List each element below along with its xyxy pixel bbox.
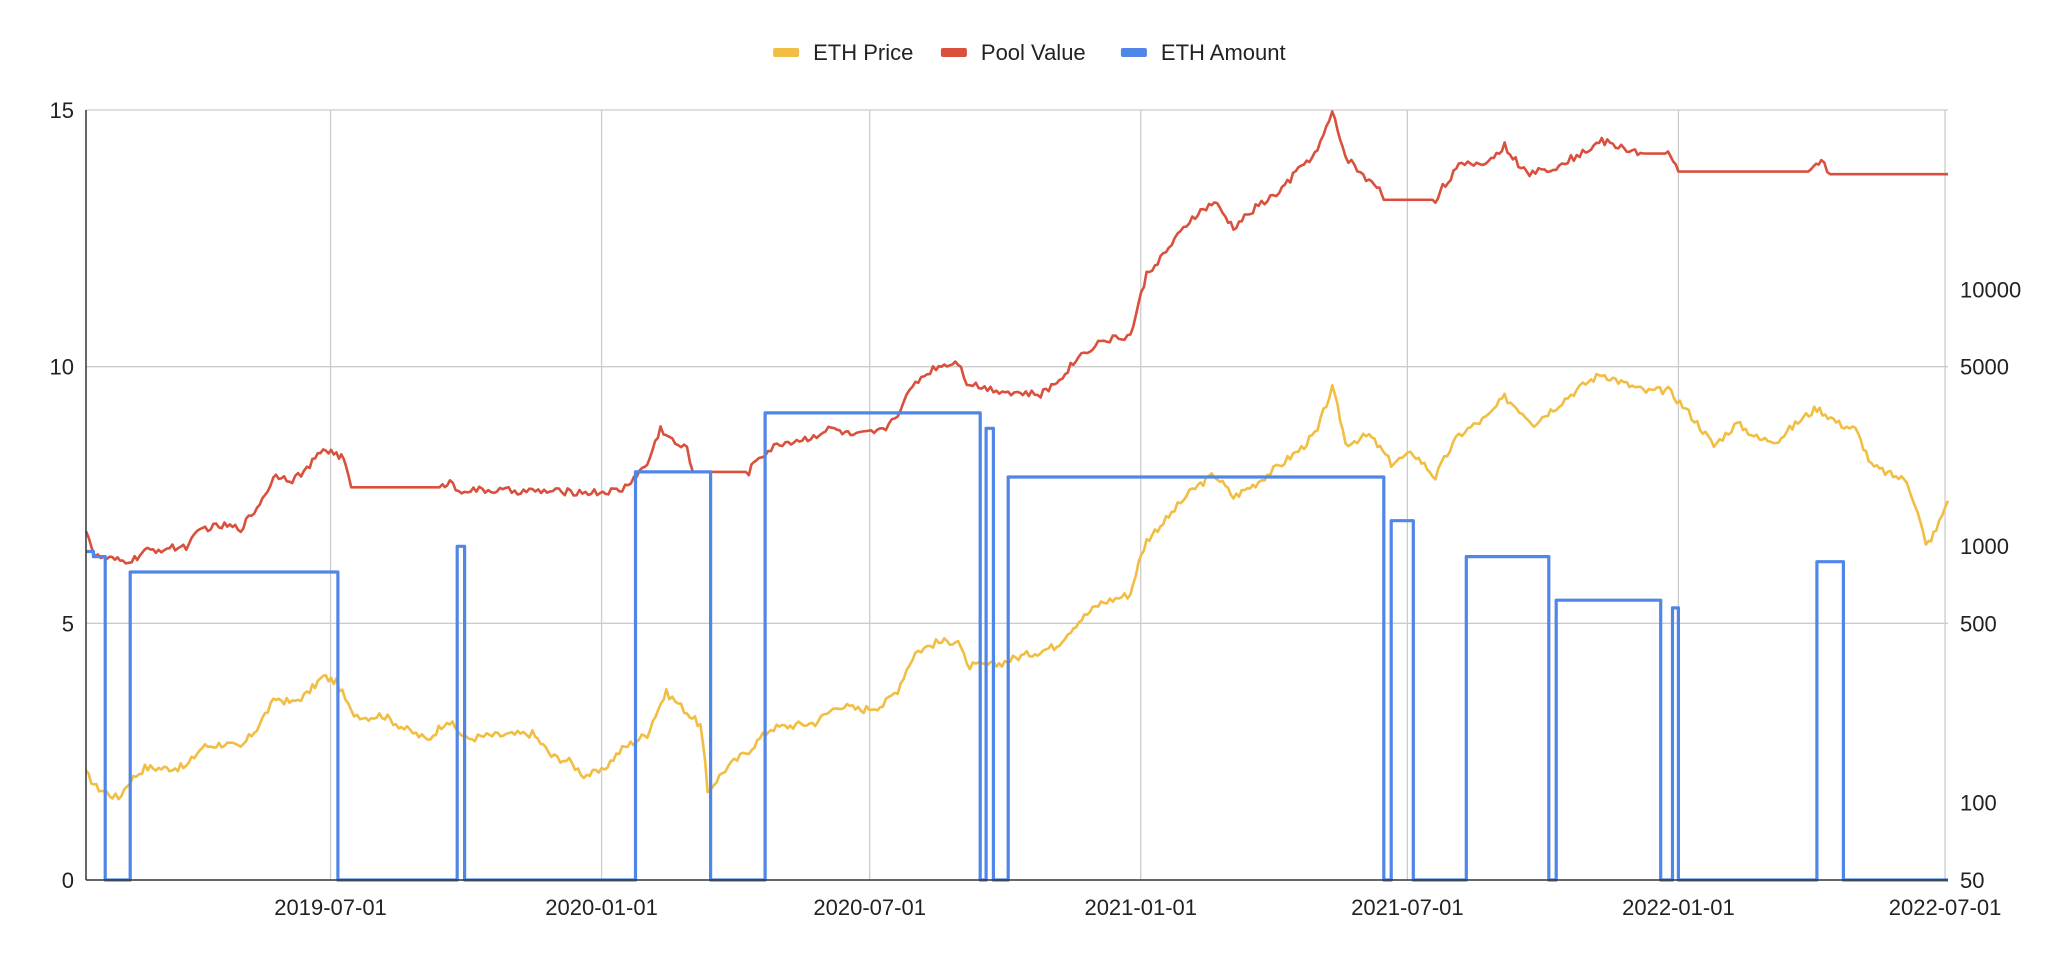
y-right-tick-label: 50 [1960, 868, 1984, 893]
y-right-tick-label: 500 [1960, 611, 1997, 636]
series-line-eth-price [85, 372, 1950, 801]
gridlines [86, 109, 1948, 880]
tick-labels: 2019-07-01 2020-01-01 2020-07-01 2021-01-01… [50, 98, 2022, 920]
series-line-eth-amount [86, 411, 1948, 882]
y-right-tick-label: 10000 [1960, 277, 2021, 302]
series-line-pool-value [84, 110, 1948, 565]
y-left-tick-label: 5 [62, 611, 74, 636]
y-right-tick-label: 1000 [1960, 534, 2009, 559]
legend-swatch-eth-price [773, 48, 800, 57]
legend-swatch-pool-value [940, 48, 967, 57]
y-left-tick-label: 10 [50, 355, 74, 380]
x-tick-label: 2021-01-01 [1084, 895, 1197, 920]
x-tick-label: 2021-07-01 [1351, 895, 1464, 920]
x-tick-label: 2022-01-01 [1622, 895, 1735, 920]
y-right-tick-label: 100 [1960, 791, 1997, 816]
y-left-tick-label: 15 [50, 98, 74, 123]
x-tick-label: 2019-07-01 [274, 895, 387, 920]
x-tick-label: 2020-07-01 [813, 895, 926, 920]
axes [85, 110, 1948, 881]
y-right-tick-label: 5000 [1960, 355, 2009, 380]
x-tick-label: 2020-01-01 [545, 895, 658, 920]
legend-label-eth-amount: ETH Amount [1161, 40, 1286, 65]
legend: ETH Price Pool Value ETH Amount [773, 40, 1286, 65]
legend-label-eth-price: ETH Price [813, 40, 913, 65]
legend-label-pool-value: Pool Value [981, 40, 1086, 65]
x-tick-label: 2022-07-01 [1889, 895, 2002, 920]
legend-swatch-eth-amount [1120, 48, 1147, 57]
series-layer [84, 110, 1950, 882]
y-left-tick-label: 0 [62, 868, 74, 893]
